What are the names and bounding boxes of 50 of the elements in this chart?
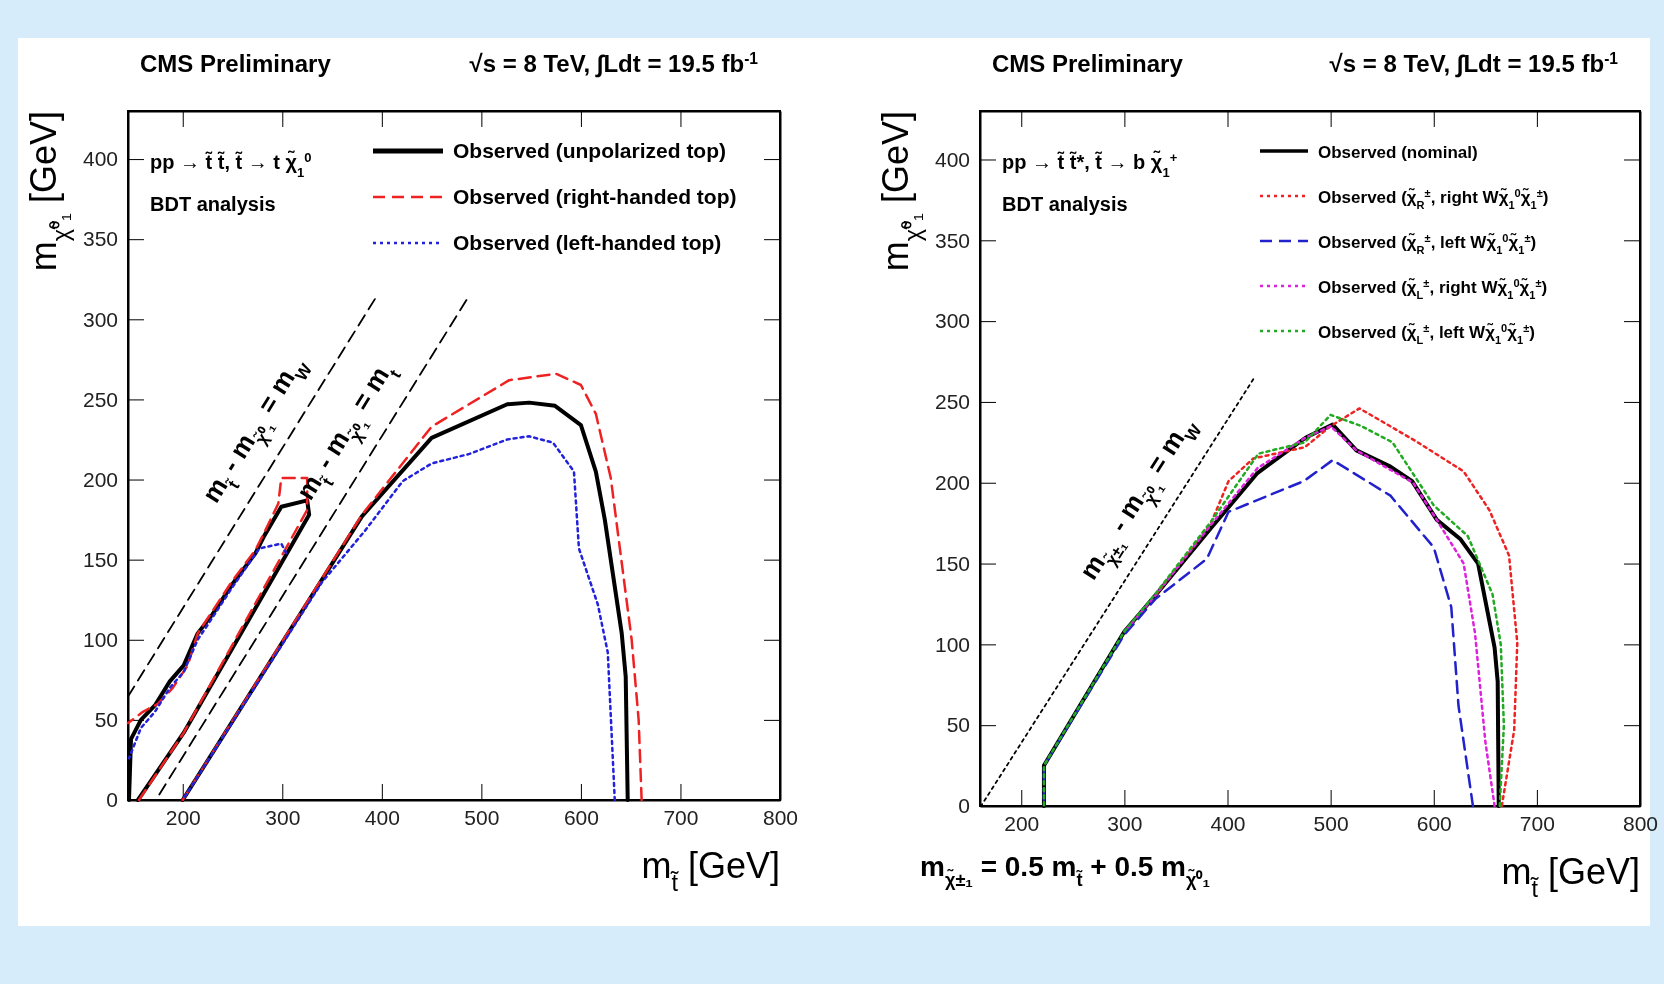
x-tick-label: 700 — [1519, 811, 1555, 835]
x-tick-label: 500 — [1313, 811, 1349, 835]
text: Observed (χ̃$_{R}$$^{±}$, right Wχ̃$_{1}$$^{0}$χ̃$_{1}$$^{±}$) — [1318, 187, 1549, 211]
x-tick-label: 300 — [1107, 811, 1143, 835]
x-tick-label: 400 — [1210, 811, 1246, 835]
legend-label: Observed (nominal) — [1318, 143, 1478, 162]
x-tick-label: 600 — [563, 805, 599, 829]
x-tick-label: 600 — [1416, 811, 1452, 835]
annotation: BDT analysis — [150, 193, 276, 215]
y-tick-label: 350 — [934, 228, 970, 252]
x-tick-label: 700 — [663, 805, 699, 829]
chart-subtitle: √s = 8 TeV, ∫Ldt = 19.5 fb$^{-1}$ — [1329, 49, 1619, 78]
x-tick-label: 300 — [265, 805, 301, 829]
y-tick-label: 0 — [958, 794, 970, 818]
x-tick-label: 200 — [1004, 811, 1040, 835]
y-tick-label: 50 — [946, 713, 970, 737]
legend-label: Observed (right-handed top) — [453, 185, 737, 208]
y-tick-label: 250 — [934, 390, 970, 414]
text: Observed (χ̃$_{L}$$^{±}$, left Wχ̃$_{1}$$^{0}$χ̃$_{1}$$^{±}$) — [1318, 322, 1535, 346]
y-tick-label: 300 — [934, 309, 970, 333]
y-tick-label: 100 — [82, 627, 118, 651]
y-tick-label: 150 — [82, 547, 118, 571]
x-tick-label: 800 — [1622, 811, 1659, 835]
y-tick-label: 400 — [934, 147, 970, 171]
y-tick-label: 50 — [94, 708, 118, 732]
x-tick-label: 200 — [165, 805, 201, 829]
y-tick-label: 200 — [82, 467, 118, 491]
y-tick-label: 350 — [82, 227, 118, 251]
annotation: BDT analysis — [1002, 193, 1128, 215]
line-series — [127, 542, 288, 760]
text: Observed (χ̃$_{L}$$^{±}$, right Wχ̃$_{1}$$^{0}$χ̃$_{1}$$^{±}$) — [1318, 277, 1548, 301]
y-tick-label: 100 — [934, 632, 970, 656]
x-axis-title: m$_{t̃}$ [GeV] — [641, 845, 780, 896]
x-tick-label: 500 — [464, 805, 500, 829]
legend-label: Observed (unpolarized top) — [453, 139, 727, 162]
y-tick-label: 150 — [934, 551, 970, 575]
y-tick-label: 250 — [82, 387, 118, 411]
chart-title: CMS Preliminary — [992, 50, 1184, 77]
text: Observed (χ̃$_{R}$$^{±}$, left Wχ̃$_{1}$$^{0}$χ̃$_{1}$$^{±}$) — [1318, 232, 1537, 256]
y-tick-label: 200 — [934, 470, 970, 494]
y-tick-label: 300 — [82, 307, 118, 331]
x-tick-label: 800 — [762, 805, 799, 829]
y-tick-label: 400 — [82, 147, 118, 171]
x-tick-label: 400 — [364, 805, 400, 829]
text: m$_{χ̃±₁}$ = 0.5 m$_{t̃}$ + 0.5 m$_{χ̃⁰₁}$ — [920, 851, 1210, 890]
legend-label: Observed (left-handed top) — [453, 231, 722, 254]
chart-title: CMS Preliminary — [140, 50, 332, 77]
y-tick-label: 0 — [106, 788, 118, 812]
x-axis-title: m$_{t̃}$ [GeV] — [1501, 851, 1640, 902]
chart-subtitle: √s = 8 TeV, ∫Ldt = 19.5 fb$^{-1}$ — [469, 49, 759, 78]
